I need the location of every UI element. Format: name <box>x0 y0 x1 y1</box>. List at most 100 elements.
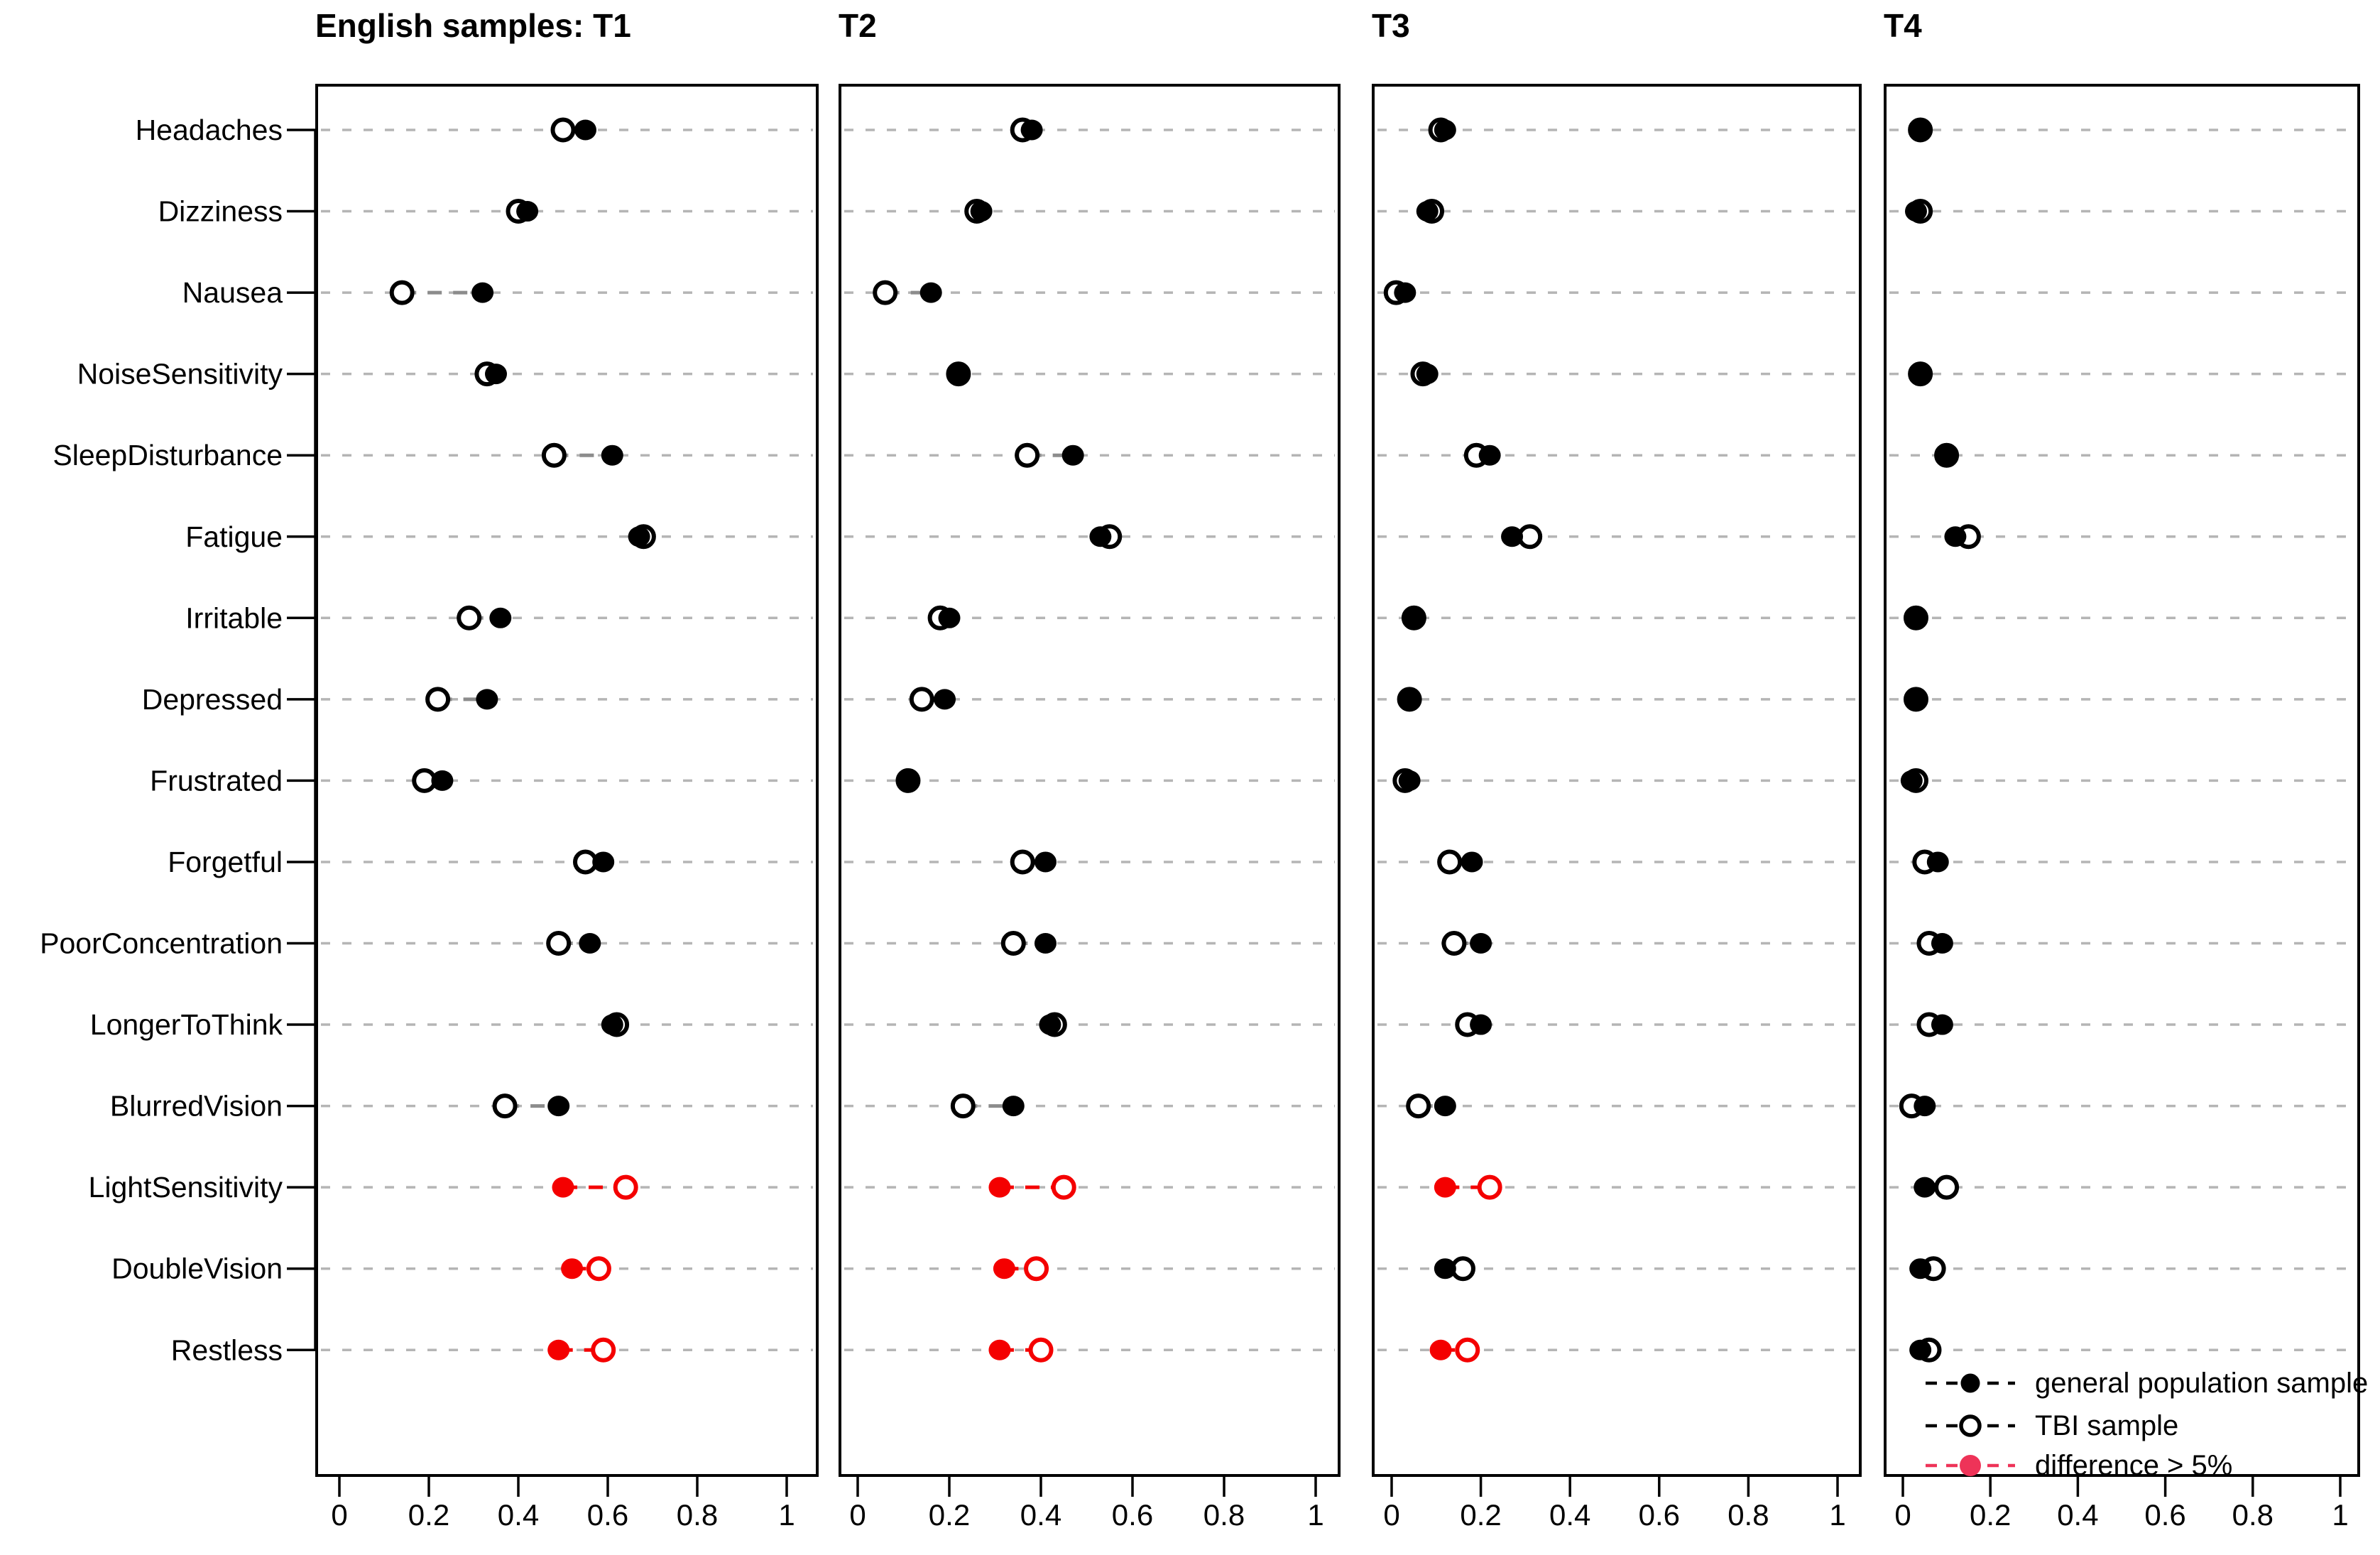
dot-general-population <box>1398 689 1421 710</box>
dot-general-population <box>1002 1096 1025 1117</box>
dot-general-population <box>1931 1014 1953 1035</box>
dot-tbi-sample <box>546 931 572 956</box>
dot-general-population <box>1904 201 1927 222</box>
dot-general-population <box>579 933 601 954</box>
dot-tbi-sample <box>1934 1174 1960 1200</box>
dot-general-population <box>1039 1014 1061 1035</box>
legend-label: TBI sample <box>2035 1410 2178 1441</box>
dot-general-population <box>897 770 919 791</box>
legend-red-dot-icon <box>1960 1455 1981 1476</box>
dot-general-population <box>1926 851 1949 873</box>
dot-general-population <box>970 201 993 222</box>
dot-general-population <box>1434 1177 1456 1198</box>
panel-title: T3 <box>1372 7 1410 44</box>
dot-general-population <box>1914 1177 1936 1198</box>
y-axis-label: Fatigue <box>185 520 283 553</box>
dot-general-population <box>1936 444 1958 466</box>
dot-general-population <box>1394 282 1416 303</box>
panel-title: English samples: T1 <box>315 7 631 44</box>
dot-general-population <box>934 689 956 710</box>
x-tick-label: 0.2 <box>1460 1498 1501 1532</box>
dot-tbi-sample <box>1406 1093 1431 1119</box>
dot-general-population <box>1434 1096 1456 1117</box>
panel-box <box>1884 84 2360 1477</box>
x-tick-label: 0.6 <box>1112 1498 1153 1532</box>
y-axis-label: Depressed <box>142 683 283 716</box>
dot-general-population <box>1470 1014 1492 1035</box>
y-axis-label: DoubleVision <box>111 1253 283 1285</box>
dot-general-population <box>1900 770 1923 791</box>
x-tick-label: 0.2 <box>1970 1498 2011 1532</box>
dot-general-population <box>1461 851 1483 873</box>
x-tick-label: 0.4 <box>2057 1498 2098 1532</box>
dot-tbi-sample <box>909 687 934 712</box>
legend-black-dot-icon <box>1960 1373 1980 1393</box>
dot-general-population <box>476 689 498 710</box>
dot-tbi-sample <box>425 687 451 712</box>
dot-general-population <box>938 607 961 628</box>
y-axis-label: LongerToThink <box>90 1008 283 1041</box>
dot-general-population <box>592 851 615 873</box>
dot-general-population <box>1416 364 1439 385</box>
x-tick-label: 0 <box>331 1498 347 1532</box>
legend-label: difference > 5% <box>2035 1450 2232 1481</box>
dot-general-population <box>1034 851 1057 873</box>
dot-general-population <box>552 1177 574 1198</box>
dot-tbi-sample <box>1455 1337 1480 1363</box>
dot-general-population <box>1501 526 1524 547</box>
x-tick-label: 0 <box>1894 1498 1911 1532</box>
dot-general-population <box>561 1258 584 1280</box>
y-axis-label: SleepDisturbance <box>53 439 283 471</box>
dot-general-population <box>601 1014 623 1035</box>
x-tick-label: 0.4 <box>1549 1498 1590 1532</box>
y-axis-label: Restless <box>171 1333 283 1366</box>
dot-general-population <box>1020 119 1043 141</box>
y-axis-label: Dizziness <box>158 195 283 228</box>
dot-general-population <box>1909 1339 1932 1360</box>
dot-general-population <box>547 1339 570 1360</box>
dot-general-population <box>1914 1096 1936 1117</box>
dot-general-population <box>485 364 507 385</box>
x-tick-label: 0.6 <box>2144 1498 2185 1532</box>
panel-box <box>315 84 819 1477</box>
dot-tbi-sample <box>613 1174 638 1200</box>
y-axis-label: NoiseSensitivity <box>77 358 283 391</box>
dot-general-population <box>1398 770 1421 791</box>
dot-tbi-sample <box>591 1337 616 1363</box>
dot-tbi-sample <box>1000 931 1026 956</box>
dot-tbi-sample <box>1024 1256 1049 1282</box>
dot-general-population <box>1034 933 1057 954</box>
dot-general-population <box>547 1096 570 1117</box>
x-tick-label: 0.8 <box>1203 1498 1245 1532</box>
y-axis-label: LightSensitivity <box>89 1171 283 1204</box>
panel-box <box>1372 84 1862 1477</box>
x-tick-label: 0.8 <box>2232 1498 2273 1532</box>
x-tick-label: 0.4 <box>1020 1498 1061 1532</box>
dot-general-population <box>1931 933 1953 954</box>
dot-general-population <box>516 201 539 222</box>
dot-tbi-sample <box>1477 1174 1502 1200</box>
x-tick-label: 0.2 <box>929 1498 970 1532</box>
dot-general-population <box>1061 444 1084 466</box>
dot-tbi-sample <box>1441 931 1467 956</box>
x-tick-label: 1 <box>1307 1498 1323 1532</box>
x-tick-label: 0.6 <box>587 1498 628 1532</box>
dot-tbi-sample <box>1010 849 1035 875</box>
y-axis-label: Frustrated <box>150 764 283 797</box>
dot-general-population <box>1478 444 1501 466</box>
y-axis-label: Nausea <box>182 276 283 309</box>
y-axis-label: Headaches <box>136 114 283 146</box>
dot-general-population <box>601 444 623 466</box>
panel-title: T4 <box>1884 7 1922 44</box>
x-tick-label: 0 <box>1383 1498 1399 1532</box>
dot-tbi-sample <box>873 280 898 305</box>
dot-tbi-sample <box>541 442 567 468</box>
dot-general-population <box>1429 1339 1452 1360</box>
dot-general-population <box>993 1258 1015 1280</box>
dot-tbi-sample <box>389 280 415 305</box>
dot-general-population <box>1402 607 1425 628</box>
dot-tbi-sample <box>1437 849 1463 875</box>
panel-title: T2 <box>839 7 877 44</box>
